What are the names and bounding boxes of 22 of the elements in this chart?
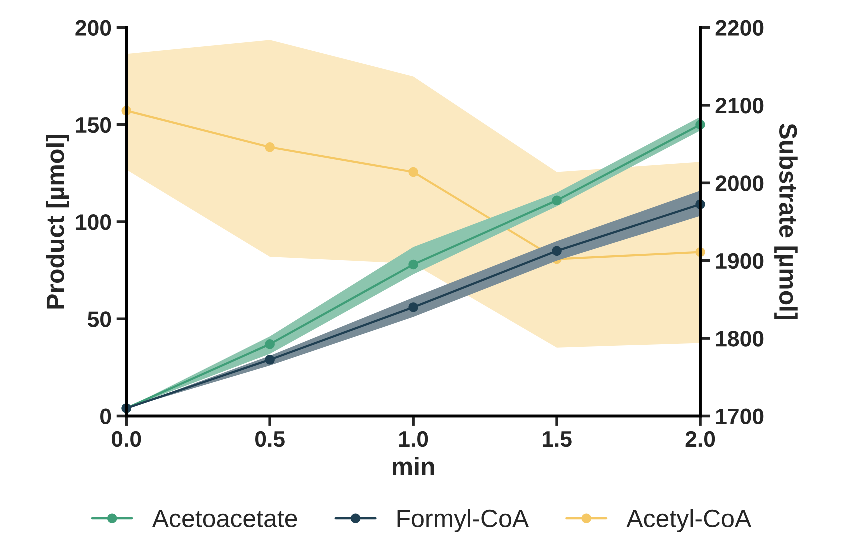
y-axis-title: Product [µmol] [46, 134, 70, 309]
x-tick-label: 0.5 [256, 431, 285, 448]
y-tick-label: 50 [88, 312, 112, 328]
y2-tick-label: 1900 [716, 253, 764, 270]
x-axis-title: min [392, 457, 434, 476]
y2-tick-label: 1700 [716, 408, 764, 425]
y2-tick-label: 1800 [716, 331, 764, 347]
y2-tick-label: 2100 [716, 98, 764, 114]
y-tick-label: 100 [76, 214, 112, 230]
y-tick-label: 150 [76, 117, 112, 134]
x-tick-label: 1.5 [542, 432, 572, 448]
legend-label: Acetoacetate [152, 510, 298, 528]
legend-label: Acetyl-CoA [626, 509, 752, 532]
y2-tick-label: 2000 [716, 176, 764, 192]
y-tick-label: 0 [100, 408, 112, 425]
x-tick-label: 1.0 [400, 431, 428, 448]
y2-tick-label: 2200 [716, 20, 764, 36]
x-tick-label: 2.0 [686, 431, 716, 448]
legend-label: Formyl-CoA [398, 509, 530, 532]
y-tick-label: 200 [76, 20, 112, 36]
y2-axis-title: Substrate [µmol] [774, 124, 798, 320]
x-tick-label: 0.0 [112, 431, 142, 448]
